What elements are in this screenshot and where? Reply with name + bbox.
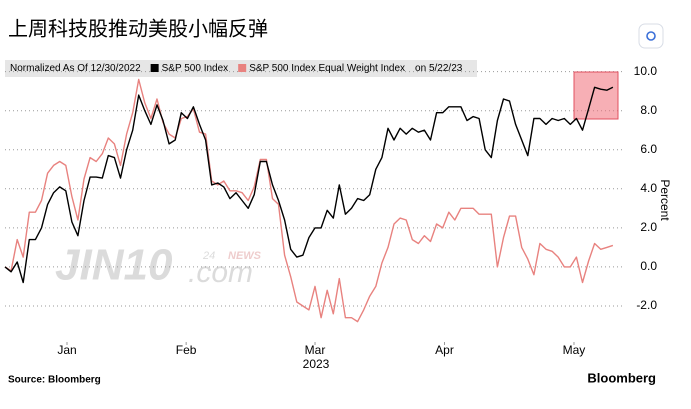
highlight-box <box>573 71 619 120</box>
watermark-text: NEWS <box>228 250 262 262</box>
x-tick-label: Feb <box>176 343 197 357</box>
legend-swatch <box>238 64 247 72</box>
y-tick-label: 4.0 <box>640 181 657 195</box>
x-tick-label: Mar <box>305 343 326 357</box>
legend-note: on 5/22/23 <box>415 63 463 74</box>
x-tick-label: Jan <box>57 343 76 357</box>
series-line <box>4 86 614 284</box>
y-axis-label: Percent <box>658 179 672 221</box>
legend-label: S&P 500 Index <box>162 63 229 74</box>
x-tick-label: May <box>563 343 586 357</box>
watermark: JIN10 .com 24 NEWS <box>55 241 262 290</box>
lens-icon-circle <box>646 31 656 41</box>
y-tick-label: -2.0 <box>636 298 657 312</box>
chart-title: 上周科技股推动美股小幅反弹 <box>8 17 268 40</box>
legend-label: S&P 500 Index Equal Weight Index <box>249 63 405 74</box>
lens-icon[interactable] <box>638 23 664 49</box>
watermark-text: 24 <box>202 250 215 262</box>
x-tick-label: Apr <box>435 343 454 357</box>
watermark-text: JIN10 <box>55 241 173 290</box>
series-line <box>4 78 614 323</box>
x-axis-year: 2023 <box>303 357 330 371</box>
y-tick-label: 10.0 <box>634 64 658 78</box>
y-tick-label: 8.0 <box>640 103 657 117</box>
watermark-text: .com <box>188 256 253 289</box>
source: Source: Bloomberg <box>8 375 101 386</box>
y-tick-label: 0.0 <box>640 259 657 273</box>
y-tick-label: 2.0 <box>640 220 657 234</box>
brand: Bloomberg <box>587 370 656 385</box>
y-tick-label: 6.0 <box>640 142 657 156</box>
legend-swatch <box>150 64 159 72</box>
legend-title: Normalized As Of 12/30/2022 <box>10 63 141 74</box>
